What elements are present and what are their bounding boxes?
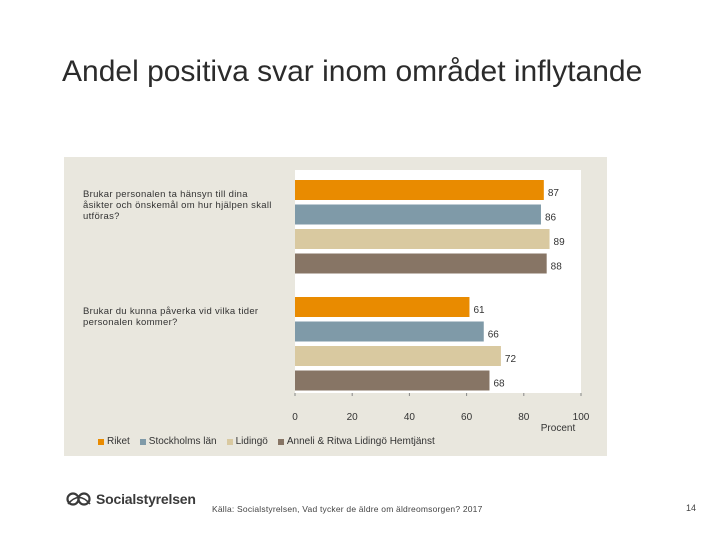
x-axis-label: Procent: [541, 423, 576, 434]
x-tick-label: 60: [461, 412, 473, 423]
data-label: 68: [493, 379, 505, 390]
logo-emblem-icon: [66, 492, 91, 506]
socialstyrelsen-logo: Socialstyrelsen: [66, 489, 196, 509]
data-label: 86: [545, 213, 557, 224]
bar-2-2: [295, 321, 484, 342]
legend-item-anneli: Anneli & Ritwa Lidingö Hemtjänst: [277, 436, 435, 447]
data-label: 61: [473, 305, 485, 316]
category-label-2: Brukar du kunna påverka vid vilka tider …: [83, 306, 259, 328]
bar-2-1: [295, 297, 470, 317]
chart-legend: Riket Stockholms län Lidingö Anneli & Ri…: [98, 436, 435, 447]
legend-label: Anneli & Ritwa Lidingö Hemtjänst: [286, 436, 435, 447]
source-note: Källa: Socialstyrelsen, Vad tycker de äl…: [212, 504, 483, 514]
x-tick-label: 100: [573, 412, 590, 423]
logo-text: Socialstyrelsen: [96, 491, 196, 507]
legend-swatch: [139, 438, 146, 445]
legend-swatch: [226, 438, 233, 445]
legend-item-lidingo: Lidingö: [226, 436, 268, 447]
bar-1-2: [295, 204, 541, 225]
data-label: 89: [554, 237, 566, 248]
data-label: 66: [488, 330, 500, 341]
bar-2-4: [295, 370, 490, 391]
category-label-1: Brukar personalen ta hänsyn till dina ås…: [83, 189, 272, 222]
page-number: 14: [686, 503, 697, 513]
x-tick-label: 80: [518, 412, 530, 423]
legend-item-riket: Riket: [98, 436, 130, 447]
bar-1-1: [295, 180, 544, 200]
bar-2-3: [295, 346, 501, 366]
data-label: 72: [505, 354, 517, 365]
legend-swatch: [98, 438, 104, 445]
legend-label: Riket: [107, 436, 130, 447]
x-tick-label: 0: [292, 412, 298, 423]
bar-1-3: [295, 229, 550, 249]
x-tick-label: 40: [404, 412, 416, 423]
chart-panel: 87 86 89 88 61 66 72 68 0 20 40 60 80 100 Procent Bruk…: [64, 157, 607, 456]
data-label: 88: [551, 262, 563, 273]
legend-swatch: [277, 438, 284, 445]
x-tick-label: 20: [347, 412, 359, 423]
legend-label: Stockholms län: [148, 436, 217, 447]
data-label: 87: [548, 188, 560, 199]
legend-label: Lidingö: [235, 436, 268, 447]
legend-item-stockholm: Stockholms län: [139, 436, 217, 447]
page-title: Andel positiva svar inom området inflyta…: [62, 55, 643, 88]
bar-1-4: [295, 253, 547, 274]
